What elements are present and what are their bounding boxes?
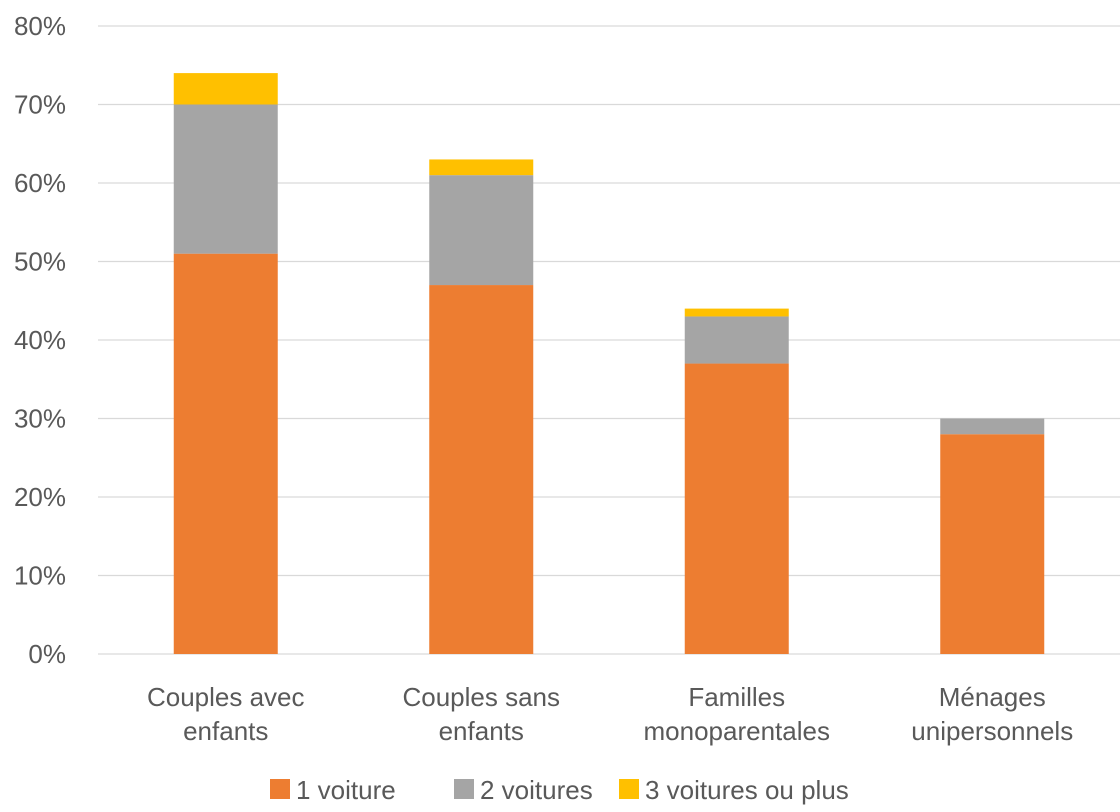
bar-segment — [173, 253, 278, 654]
y-tick-label: 70% — [14, 90, 66, 120]
bar-segment — [940, 434, 1045, 654]
x-category-label: Couples avec — [147, 682, 305, 712]
legend-label: 3 voitures ou plus — [645, 775, 849, 805]
legend: 1 voiture 2 voitures 3 voitures ou plus — [270, 775, 849, 805]
y-tick-label: 40% — [14, 325, 66, 355]
y-tick-label: 60% — [14, 168, 66, 198]
y-tick-label: 80% — [14, 11, 66, 41]
x-axis-category-labels: Couples avec enfants Couples sans enfants Fa… — [147, 682, 1073, 746]
bar-segment — [684, 308, 789, 317]
legend-label: 2 voitures — [480, 775, 593, 805]
y-tick-label: 0% — [28, 639, 66, 669]
bar-segment — [429, 159, 534, 176]
bar-segment — [684, 316, 789, 364]
x-category-label: unipersonnels — [911, 716, 1073, 746]
y-axis-tick-labels: 0% 10% 20% 30% 40% 50% 60% 70% 80% — [14, 11, 66, 669]
y-tick-label: 50% — [14, 247, 66, 277]
bar-segment — [684, 363, 789, 654]
legend-label: 1 voiture — [296, 775, 396, 805]
x-category-label: enfants — [439, 716, 524, 746]
x-category-label: Familles — [688, 682, 785, 712]
x-category-label: enfants — [183, 716, 268, 746]
bar-segment — [173, 104, 278, 254]
y-tick-label: 30% — [14, 404, 66, 434]
bar-segment — [173, 73, 278, 105]
x-category-label: Couples sans — [402, 682, 560, 712]
legend-swatch — [270, 779, 290, 799]
x-category-label: monoparentales — [644, 716, 830, 746]
y-tick-label: 10% — [14, 561, 66, 591]
x-category-label: Ménages — [939, 682, 1046, 712]
bars — [173, 73, 1045, 654]
bar-segment — [940, 418, 1045, 435]
legend-swatch — [454, 779, 474, 799]
bar-segment — [429, 285, 534, 654]
bar-segment — [429, 175, 534, 286]
legend-swatch — [619, 779, 639, 799]
y-tick-label: 20% — [14, 482, 66, 512]
